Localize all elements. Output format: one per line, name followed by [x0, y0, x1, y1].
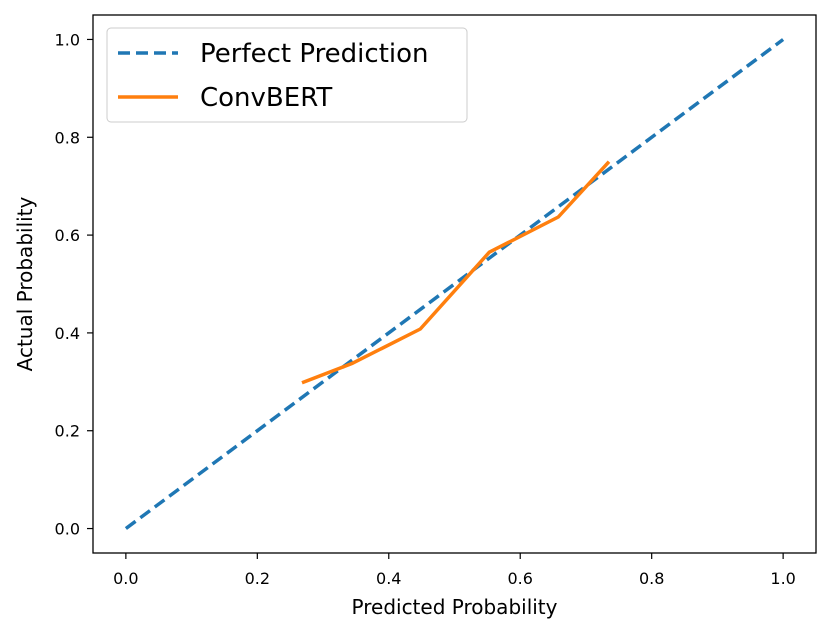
x-tick-label: 0.2: [245, 569, 270, 588]
y-tick-label: 1.0: [55, 30, 80, 49]
ticks-layer: 0.0 0.2 0.4 0.6 0.8 1.0 0.0 0.2 0.4 0.6 0.8 1.0: [55, 30, 796, 588]
y-tick-label: 0.0: [55, 520, 80, 539]
x-tick-label: 0.4: [376, 569, 401, 588]
x-tick-label: 0.6: [508, 569, 533, 588]
x-tick-label: 0.8: [639, 569, 664, 588]
y-tick-label: 0.6: [55, 226, 80, 245]
y-tick-label: 0.4: [55, 324, 80, 343]
series-line-convbert: [301, 160, 611, 385]
series-layer: [124, 38, 785, 530]
x-axis-label: Predicted Probability: [352, 595, 558, 619]
y-tick-label: 0.8: [55, 128, 80, 147]
y-axis-label: Actual Probability: [13, 196, 37, 371]
legend-label-perfect-prediction: Perfect Prediction: [200, 39, 429, 69]
y-tick-label: 0.2: [55, 422, 80, 441]
x-tick-label: 1.0: [770, 569, 795, 588]
series-line-perfect-prediction: [124, 38, 785, 530]
legend-frame: [106, 27, 468, 123]
legend: Perfect Prediction ConvBERT: [106, 27, 468, 123]
plot-frame: [92, 14, 817, 554]
x-tick-label: 0.0: [113, 569, 138, 588]
legend-label-convbert: ConvBERT: [200, 83, 332, 113]
